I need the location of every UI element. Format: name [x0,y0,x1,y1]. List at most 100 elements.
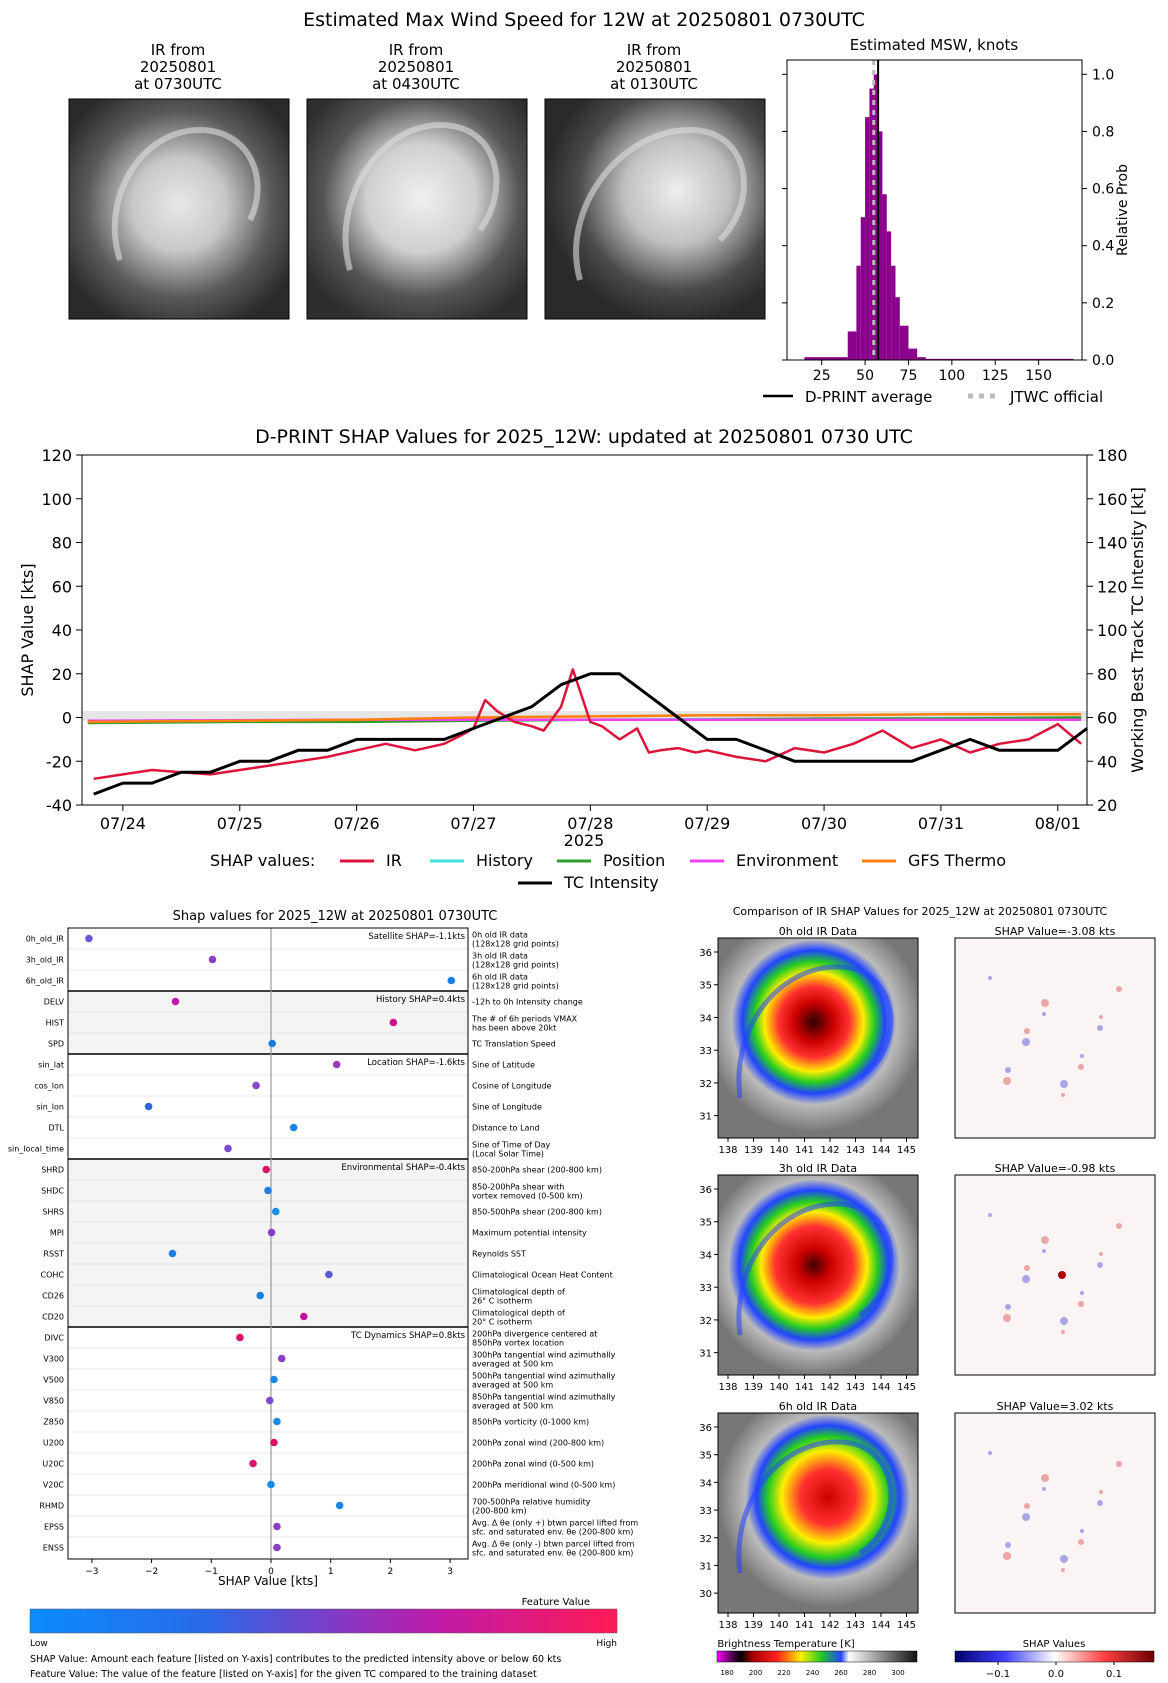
lon-tick-label: 144 [871,1620,890,1631]
feature-name: 3h_old_IR [26,956,65,965]
feature-x-tick-label: 2 [388,1567,394,1577]
timeseries-legend: SHAP values: IR History Position Environ… [210,851,1006,892]
feature-description: 3h old IR data [472,952,528,961]
feature-description: (Local Solar Time) [472,1150,544,1159]
comparison-title: Comparison of IR SHAP Values for 2025_12… [733,905,1108,918]
feature-shap-point [270,1375,278,1384]
feature-name: Z850 [43,1418,64,1427]
histogram-bar [878,131,883,360]
feature-name: sin_lon [36,1103,64,1112]
feature-value-title: Feature Value [522,1597,590,1608]
histogram-bar [899,325,909,360]
shap-map-blob [1080,1529,1084,1533]
histogram-title: Estimated MSW, knots [850,36,1019,54]
shap-map-blob [1022,1275,1030,1283]
feature-value-colorbar: Feature Value Low High [29,1597,618,1649]
lon-tick-label: 145 [897,1382,916,1393]
ir-panel-1: IR from 20250801 at 0430UTC [306,41,528,320]
feature-shap-point [332,1060,341,1069]
lon-tick-label: 141 [795,1145,814,1156]
feature-shap-point [325,1270,333,1279]
shap-map-title: SHAP Value=3.02 kts [997,1400,1114,1413]
lon-tick-label: 145 [897,1145,916,1156]
feature-shap-point [236,1333,244,1342]
feature-shap-point [289,1123,298,1132]
histogram-ylabel: Relative Prob [1115,164,1131,256]
feature-group-band [68,991,468,1054]
feature-description: 200hPa divergence centered at [472,1330,597,1339]
lon-tick-label: 144 [871,1382,890,1393]
shap-map-blob [1003,1314,1011,1322]
shap-map-blob [988,976,992,980]
timeseries-y-tick-label: 100 [41,490,72,509]
feature-name: SHRD [41,1166,64,1175]
shap-map-blob [1080,1291,1084,1295]
feature-description: 850hPa tangential wind azimuthally [472,1393,616,1402]
shap-map-blob [1041,999,1049,1007]
lat-tick-label: 36 [699,1423,712,1434]
shap-map-blob [1005,1542,1011,1548]
histogram-y-tick-label: 0.2 [1092,296,1114,312]
feature-name: RHMD [39,1502,64,1511]
feature-description: 850hPa vortex location [472,1339,564,1348]
bt-colorbar-ticks: 180 200 220 240 260 280 300 [720,1669,904,1677]
feature-description: Cosine of Longitude [472,1082,552,1091]
feature-x-tick-label: 0 [268,1567,274,1577]
feature-description: 200hPa zonal wind (0-500 km) [472,1460,594,1469]
lat-tick-label: 33 [699,1506,712,1517]
lat-tick-label: 35 [699,1451,712,1462]
shap-colorbar-tick-label: 0.0 [1048,1669,1064,1680]
histogram-y-tick-label: 1.0 [1092,67,1114,83]
series-line-gfs [87,712,1082,724]
shap-map-blob [1022,1038,1030,1046]
feature-description: 850-500hPa shear (200-800 km) [472,1208,602,1217]
feature-name: U20C [42,1460,64,1469]
feature-description: TC Translation Speed [471,1040,556,1049]
ir-data-title: 6h old IR Data [779,1400,857,1413]
feature-shap-point [85,934,93,943]
lon-tick-label: 144 [871,1145,890,1156]
legend-label-history: History [476,851,533,870]
feature-description: 26° C isotherm [472,1297,532,1306]
shap-map-blob [1024,1503,1030,1509]
timeseries-y2-tick-label: 40 [1097,752,1117,771]
legend-label-jtwc: JTWC official [1009,388,1103,406]
shap-map-blob [1080,1054,1084,1058]
feature-description: (128x128 grid points) [472,940,559,949]
feature-shap-point [252,1081,260,1090]
timeseries-x-tick-label: 07/25 [217,814,263,833]
shap-map-blob [1099,1490,1103,1494]
ir-panel-title-line3: at 0730UTC [134,75,222,93]
bt-colorbar-label: Brightness Temperature [K] [717,1639,854,1650]
feature-group-label: Environmental SHAP=-0.4kts [341,1163,465,1173]
lat-tick-label: 34 [699,1250,712,1261]
feature-name: V300 [43,1355,64,1364]
feature-name: sin_local_time [8,1145,64,1154]
lat-tick-label: 31 [699,1112,712,1123]
feature-description: 850-200hPa shear (200-800 km) [472,1166,602,1175]
feature-description: 0h old IR data [472,931,528,940]
bt-colorbar-gradient [716,1650,918,1663]
lat-tick-label: 33 [699,1046,712,1057]
feature-description: Avg. Δ θe (only -) btwn parcel lifted fr… [472,1540,635,1549]
shap-map-blob [1116,1461,1122,1467]
lon-tick-label: 143 [846,1145,865,1156]
feature-description: Climatological Ocean Heat Content [472,1271,613,1280]
feature-description: 850hPa vorticity (0-1000 km) [472,1418,589,1427]
feature-description: Sine of Latitude [472,1061,535,1070]
bt-colorbar-tick-label: 200 [749,1669,762,1677]
timeseries-x-tick-label: 07/28 [567,814,613,833]
feature-description: 200hPa zonal wind (200-800 km) [472,1439,604,1448]
lat-tick-label: 31 [699,1561,712,1572]
shap-map-blob [1024,1028,1030,1034]
histogram-y-tick-label: 0.0 [1092,353,1114,369]
feature-shap-point [144,1102,153,1111]
timeseries-y2-tick-label: 180 [1097,446,1128,465]
histogram-lines [872,60,880,360]
timeseries-title: D-PRINT SHAP Values for 2025_12W: update… [255,426,913,448]
feature-shap-point [389,1018,398,1027]
timeseries-x-tick-label: 07/26 [334,814,380,833]
lon-tick-label: 145 [897,1620,916,1631]
feature-description: Distance to Land [472,1124,540,1133]
